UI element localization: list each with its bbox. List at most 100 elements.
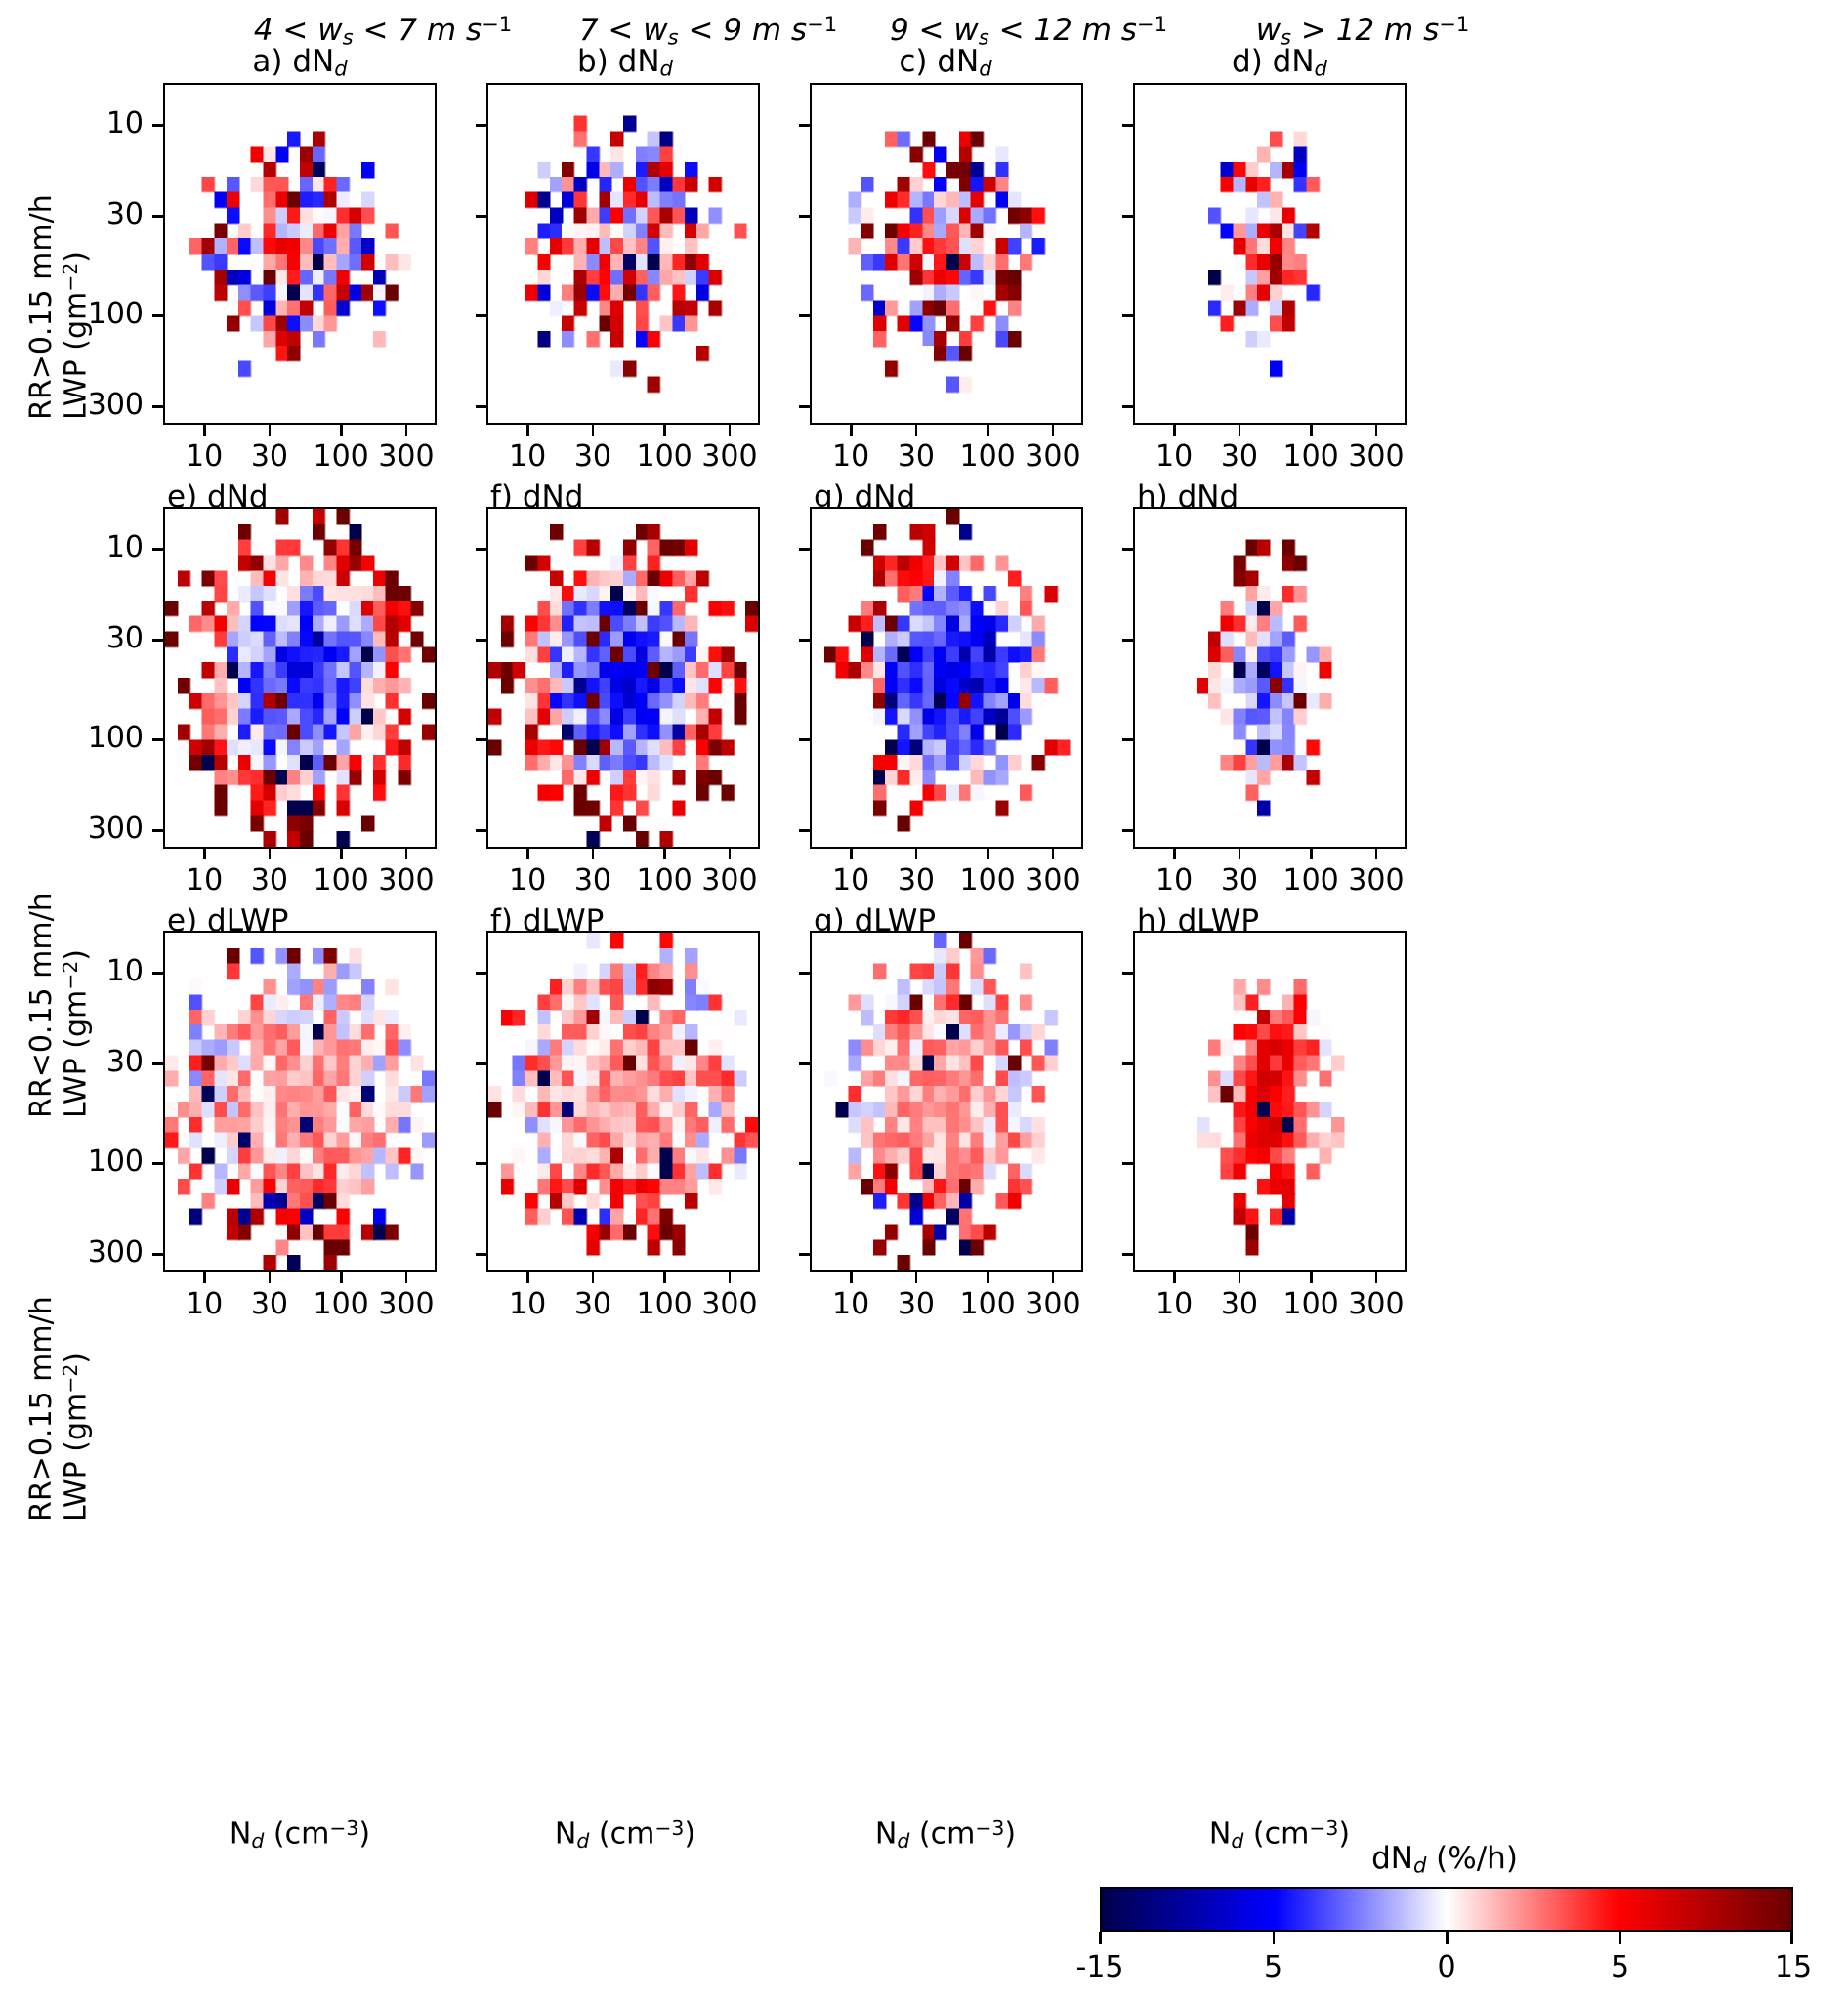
ytick-label-e2-2: 30 [105, 1045, 144, 1080]
ytick-h2-0 [1122, 1253, 1133, 1256]
colorbar-tick-label-1: 5 [1263, 1950, 1283, 1984]
ytick-d-1 [1122, 314, 1133, 317]
ytick-d-0 [1122, 405, 1133, 408]
xtick-label-a-0: 10 [186, 439, 224, 474]
xtick-e2-3 [404, 1272, 408, 1283]
panel-axes-c [810, 83, 1083, 425]
xtick-g2-2 [987, 1272, 989, 1283]
colorbar-tick-label-3: 5 [1610, 1950, 1630, 1984]
xlabel-col-3: Nd (cm−3) [1208, 1816, 1351, 1853]
xtick-label-g1-3: 300 [1025, 863, 1081, 897]
xtick-label-f1-3: 300 [701, 863, 758, 897]
ytick-h2-3 [1122, 972, 1133, 975]
colorbar-tick-1 [1272, 1932, 1275, 1944]
xtick-label-b-2: 100 [636, 439, 693, 474]
ytick-label-a-3: 10 [105, 106, 144, 142]
xtick-g2-1 [914, 1272, 918, 1283]
xtick-label-b-1: 30 [573, 439, 612, 474]
ytick-d-3 [1122, 124, 1133, 127]
xtick-a-1 [268, 425, 272, 436]
ytick-label-e1-3: 10 [105, 530, 144, 565]
ytick-b-1 [476, 314, 486, 317]
xtick-f1-2 [663, 849, 666, 859]
xtick-f1-3 [728, 849, 732, 859]
panel-axes-f1 [486, 507, 760, 849]
heatmap-canvas-d [1135, 85, 1405, 423]
xtick-c-2 [987, 425, 989, 436]
xlabel-col-2: Nd (cm−3) [874, 1816, 1017, 1853]
ytick-g2-3 [799, 972, 810, 975]
xtick-a-0 [203, 425, 206, 436]
ytick-h1-3 [1122, 548, 1133, 551]
colorbar-tick-label-4: 15 [1774, 1950, 1813, 1984]
heatmap-canvas-c [812, 85, 1081, 423]
panel-axes-f2 [486, 931, 760, 1272]
xtick-g1-2 [987, 849, 989, 859]
xtick-b-0 [526, 425, 529, 436]
heatmap-canvas-e1 [165, 509, 435, 847]
xtick-g1-0 [850, 849, 853, 859]
row-2-ylabel: RR>0.15 mm/h LWP (gm−2) [24, 1296, 94, 1521]
xtick-d-1 [1238, 425, 1241, 436]
xtick-label-h1-0: 10 [1155, 863, 1194, 897]
xtick-label-d-0: 10 [1155, 439, 1194, 474]
heatmap-canvas-b [488, 85, 758, 423]
ytick-b-2 [476, 215, 486, 218]
xtick-label-g1-2: 100 [959, 863, 1016, 897]
ytick-c-0 [799, 405, 810, 408]
xtick-e2-0 [203, 1272, 206, 1283]
xtick-label-c-3: 300 [1025, 439, 1081, 474]
xtick-g1-1 [914, 849, 918, 859]
xtick-d-3 [1374, 425, 1378, 436]
heatmap-canvas-f2 [488, 933, 758, 1270]
xtick-h2-2 [1310, 1272, 1313, 1283]
xtick-e1-3 [404, 849, 408, 859]
xtick-f2-2 [663, 1272, 666, 1283]
xtick-f1-0 [526, 849, 529, 859]
ytick-f1-0 [476, 829, 486, 832]
panel-title-a: a) dNd [252, 44, 348, 81]
panel-axes-g2 [810, 931, 1083, 1272]
xtick-label-f2-3: 300 [701, 1287, 758, 1321]
colorbar-gradient [1100, 1887, 1793, 1932]
xtick-label-g2-0: 10 [832, 1287, 870, 1321]
xtick-e1-1 [268, 849, 272, 859]
ytick-f2-3 [476, 972, 486, 975]
ytick-g1-2 [799, 639, 810, 642]
panel-axes-e1 [163, 507, 437, 849]
colorbar-tick-0 [1099, 1932, 1102, 1944]
xtick-label-h1-1: 30 [1220, 863, 1259, 897]
xtick-label-g2-2: 100 [959, 1287, 1016, 1321]
ytick-f1-1 [476, 738, 486, 741]
xtick-label-e1-1: 30 [250, 863, 289, 897]
xtick-label-a-1: 30 [250, 439, 289, 474]
xtick-label-a-2: 100 [313, 439, 369, 474]
xtick-f2-3 [728, 1272, 732, 1283]
ytick-label-e1-0: 300 [87, 812, 144, 847]
xtick-c-1 [914, 425, 918, 436]
column-title-2: 9 < ws < 12 m s−1 [889, 12, 1167, 50]
xtick-b-2 [663, 425, 666, 436]
xlabel-col-0: Nd (cm−3) [229, 1816, 371, 1853]
xtick-label-g1-0: 10 [832, 863, 870, 897]
column-title-0: 4 < ws < 7 m s−1 [253, 12, 513, 50]
ytick-f1-3 [476, 548, 486, 551]
ytick-h2-2 [1122, 1062, 1133, 1065]
heatmap-canvas-f1 [488, 509, 758, 847]
xtick-label-h2-1: 30 [1220, 1287, 1259, 1321]
xtick-label-h1-3: 300 [1348, 863, 1405, 897]
heatmap-canvas-h2 [1135, 933, 1405, 1270]
ytick-a-0 [152, 405, 163, 408]
panel-axes-a [163, 83, 437, 425]
xtick-g1-3 [1051, 849, 1055, 859]
xtick-label-d-3: 300 [1348, 439, 1405, 474]
xtick-g2-3 [1051, 1272, 1055, 1283]
ytick-g2-1 [799, 1162, 810, 1165]
xtick-label-f2-1: 30 [573, 1287, 612, 1321]
xtick-label-e1-0: 10 [186, 863, 224, 897]
ytick-label-e2-0: 300 [87, 1235, 144, 1270]
panel-axes-g1 [810, 507, 1083, 849]
xtick-label-e1-3: 300 [378, 863, 435, 897]
ytick-e1-2 [152, 639, 163, 642]
xtick-d-2 [1310, 425, 1313, 436]
